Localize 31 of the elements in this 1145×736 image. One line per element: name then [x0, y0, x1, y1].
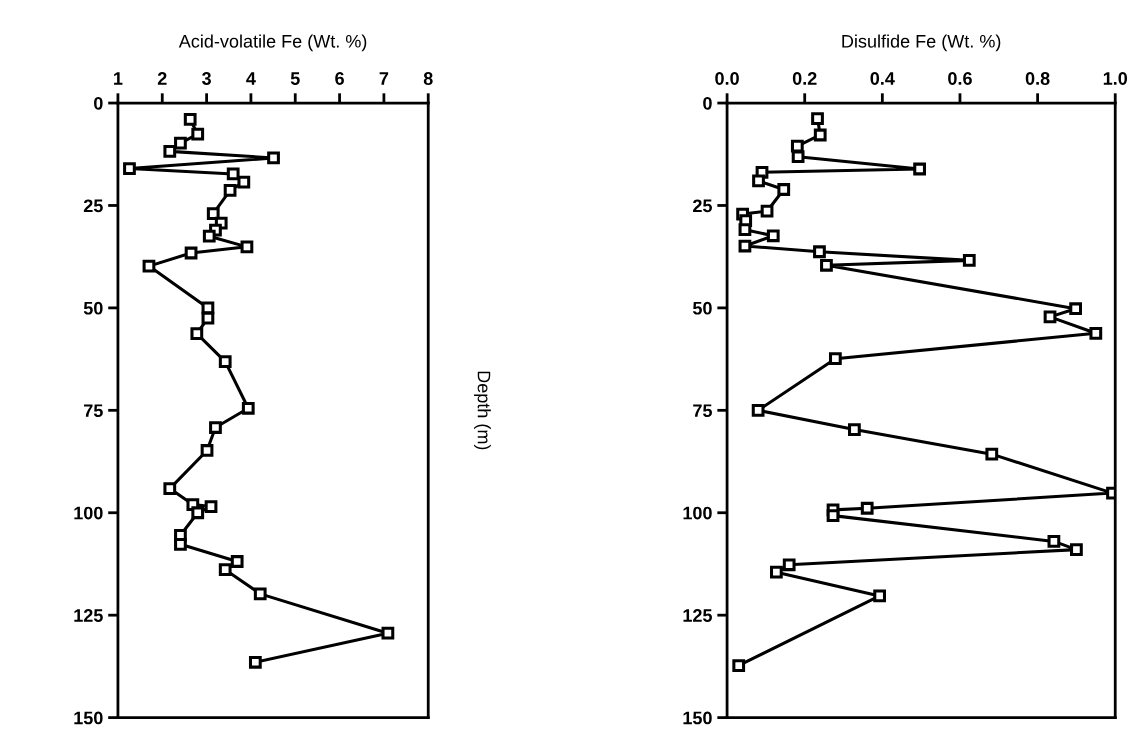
y-tick-label: 25: [693, 199, 712, 213]
y-tick-label: 0: [703, 96, 712, 110]
chart-title: Acid-volatile Fe (Wt. %): [178, 34, 367, 52]
y-tick-label: 50: [692, 301, 712, 315]
x-tick-label: 0.4: [870, 72, 895, 85]
y-tick-label: 150: [74, 711, 103, 725]
x-tick-label: 1.0: [1103, 72, 1128, 85]
chart-title: Disulfide Fe (Wt. %): [842, 34, 1001, 52]
y-tick-label: 125: [74, 609, 103, 622]
y-tick-label: 100: [683, 506, 712, 520]
x-tick-label: 0.6: [948, 72, 972, 85]
y-tick-label: 25: [83, 199, 103, 213]
y-tick-label: 75: [84, 404, 103, 418]
x-tick-label: 2: [157, 72, 167, 85]
x-tick-label: 1: [114, 72, 123, 85]
y-axis-title: Depth (m): [474, 371, 491, 450]
x-tick-label: 0.0: [715, 72, 739, 85]
y-tick-label: 125: [683, 609, 712, 622]
y-tick-label: 0: [94, 96, 103, 110]
y-tick-label: 150: [683, 711, 712, 725]
x-tick-label: 3: [201, 72, 211, 85]
y-tick-label: 50: [83, 301, 103, 315]
x-tick-label: 8: [423, 72, 433, 85]
x-tick-label: 4: [246, 72, 256, 85]
x-tick-label: 6: [335, 72, 344, 85]
x-tick-label: 0.2: [792, 72, 817, 85]
x-tick-label: 5: [290, 72, 300, 85]
y-tick-label: 100: [74, 506, 103, 520]
x-tick-label: 7: [379, 72, 389, 85]
y-tick-label: 75: [693, 404, 712, 418]
x-tick-label: 0.8: [1025, 72, 1050, 85]
